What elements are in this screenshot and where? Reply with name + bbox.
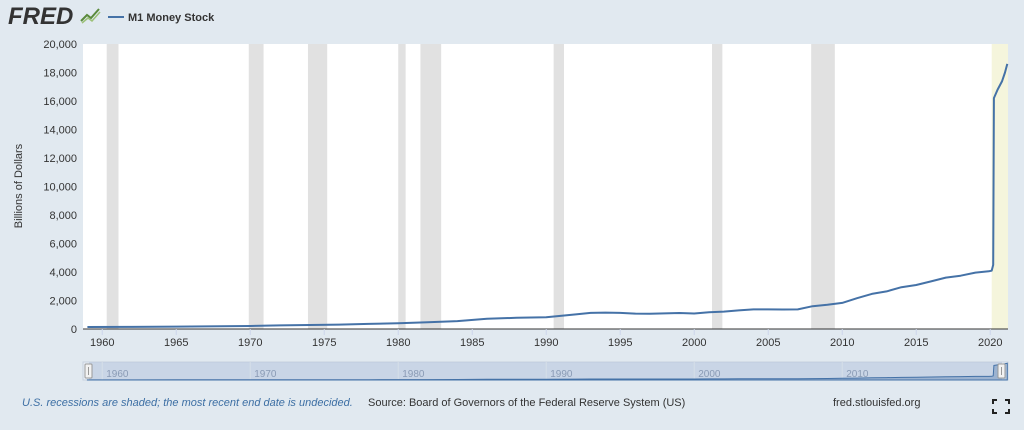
x-tick-label: 1960 — [90, 337, 114, 349]
fred-chart-icon — [80, 8, 101, 24]
x-tick-label: 2005 — [756, 337, 780, 349]
series-layer — [87, 63, 1009, 328]
series-line[interactable] — [87, 63, 1009, 328]
recession-band — [248, 44, 264, 329]
navigator-mask[interactable] — [89, 362, 1002, 380]
x-tick-label: 1990 — [534, 337, 558, 349]
legend-label[interactable]: M1 Money Stock — [128, 12, 215, 24]
navigator-tick-label: 1990 — [550, 369, 573, 380]
recession-bands — [106, 44, 1008, 329]
y-tick-label: 8,000 — [49, 210, 77, 222]
navigator-tick-label: 1970 — [254, 369, 277, 380]
x-tick-label: 2015 — [904, 337, 928, 349]
x-tick-label: 1975 — [312, 337, 336, 349]
source-text: Source: Board of Governors of the Federa… — [368, 397, 685, 409]
x-axis: 1960 1965 1970 1975 1980 1985 1990 1995 2000 2005… — [90, 329, 1002, 349]
x-tick-label: 2010 — [830, 337, 854, 349]
navigator-handle-left[interactable] — [84, 363, 93, 379]
fullscreen-icon[interactable] — [992, 399, 1010, 414]
recession-band — [811, 44, 835, 329]
y-tick-label: 0 — [71, 324, 77, 336]
plot-area — [83, 44, 1008, 329]
recession-band — [712, 44, 723, 329]
y-tick-label: 10,000 — [43, 182, 77, 194]
y-tick-label: 20,000 — [43, 39, 77, 51]
site-link[interactable]: fred.stlouisfed.org — [833, 397, 920, 409]
navigator-tick-label: 1960 — [106, 369, 129, 380]
navigator-tick-label: 2010 — [846, 369, 869, 380]
x-tick-label: 1985 — [460, 337, 484, 349]
navigator-handle-right[interactable] — [997, 363, 1006, 379]
y-axis: 0 2,000 4,000 6,000 8,000 10,000 12,000 14,000 1… — [43, 39, 77, 336]
y-tick-label: 2,000 — [49, 296, 77, 308]
undecided-recession-band — [991, 44, 1008, 329]
y-tick-label: 14,000 — [43, 125, 77, 137]
navigator[interactable]: 1960 1970 1980 1990 2000 2010 — [82, 361, 1009, 381]
navigator-axis: 1960 1970 1980 1990 2000 2010 — [101, 362, 869, 380]
y-tick-label: 12,000 — [43, 153, 77, 165]
y-tick-label: 6,000 — [49, 239, 77, 251]
recession-band — [307, 44, 328, 329]
recession-note: U.S. recessions are shaded; the most rec… — [22, 397, 353, 409]
recession-band — [398, 44, 406, 329]
y-tick-label: 18,000 — [43, 68, 77, 80]
navigator-tick-label: 1980 — [402, 369, 425, 380]
x-tick-label: 2020 — [978, 337, 1002, 349]
navigator-tick-label: 2000 — [698, 369, 721, 380]
x-tick-label: 1980 — [386, 337, 410, 349]
x-tick-label: 2000 — [682, 337, 706, 349]
x-tick-label: 1965 — [164, 337, 188, 349]
y-axis-label: Billions of Dollars — [13, 143, 25, 228]
y-tick-label: 16,000 — [43, 96, 77, 108]
recession-band — [553, 44, 564, 329]
fred-logo[interactable]: FRED — [8, 3, 73, 30]
x-tick-label: 1970 — [238, 337, 262, 349]
y-tick-label: 4,000 — [49, 267, 77, 279]
recession-band — [420, 44, 442, 329]
recession-band — [106, 44, 119, 329]
x-tick-label: 1995 — [608, 337, 632, 349]
navigator-series — [86, 362, 1008, 381]
